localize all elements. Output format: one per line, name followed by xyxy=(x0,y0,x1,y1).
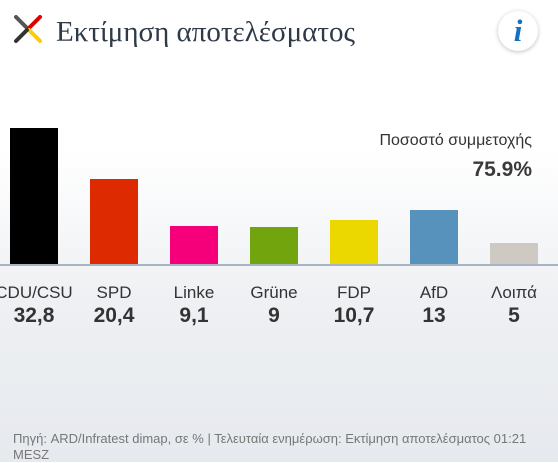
bar-gr-ne[interactable] xyxy=(250,227,298,264)
party-percentage: 20,4 xyxy=(93,304,135,327)
party-label: Linke xyxy=(173,283,215,302)
bar-chart: CDU/CSU 32,8 SPD 20,4 Linke 9,1 Grüne 9 FDP 10,7 A… xyxy=(0,128,558,327)
party-percentage: 9 xyxy=(268,304,280,327)
bar-afd[interactable] xyxy=(410,210,458,264)
party-percentage: 32,8 xyxy=(13,304,55,327)
bar-cdu-csu[interactable] xyxy=(10,128,58,264)
party-label: SPD xyxy=(96,283,132,302)
party-label: Λοιπά xyxy=(491,283,537,302)
chart-baseline xyxy=(0,264,558,266)
bar-spd[interactable] xyxy=(90,179,138,264)
info-icon: i xyxy=(513,13,523,48)
party-label: AfD xyxy=(419,283,449,302)
source-note: Πηγή: ARD/Infratest dimap, σε % | Τελευτ… xyxy=(13,431,527,462)
party-percentage: 13 xyxy=(422,304,446,327)
party-label: FDP xyxy=(337,283,371,302)
bar-λοιπά[interactable] xyxy=(490,243,538,264)
party-percentage: 9,1 xyxy=(179,304,209,327)
party-percentage: 10,7 xyxy=(333,304,375,327)
header: Εκτίμηση αποτελέσματος i xyxy=(0,0,558,64)
page-title: Εκτίμηση αποτελέσματος xyxy=(56,16,355,48)
bar-fdp[interactable] xyxy=(330,220,378,264)
party-label: CDU/CSU xyxy=(0,283,73,302)
turnout-value: 75.9% xyxy=(472,158,532,181)
turnout-label: Ποσοστό συμμετοχής xyxy=(379,132,532,149)
party-percentage: 5 xyxy=(508,304,520,327)
info-button[interactable]: i xyxy=(498,11,538,51)
party-label: Grüne xyxy=(250,283,298,302)
bar-linke[interactable] xyxy=(170,226,218,264)
election-logo-icon xyxy=(14,15,42,43)
